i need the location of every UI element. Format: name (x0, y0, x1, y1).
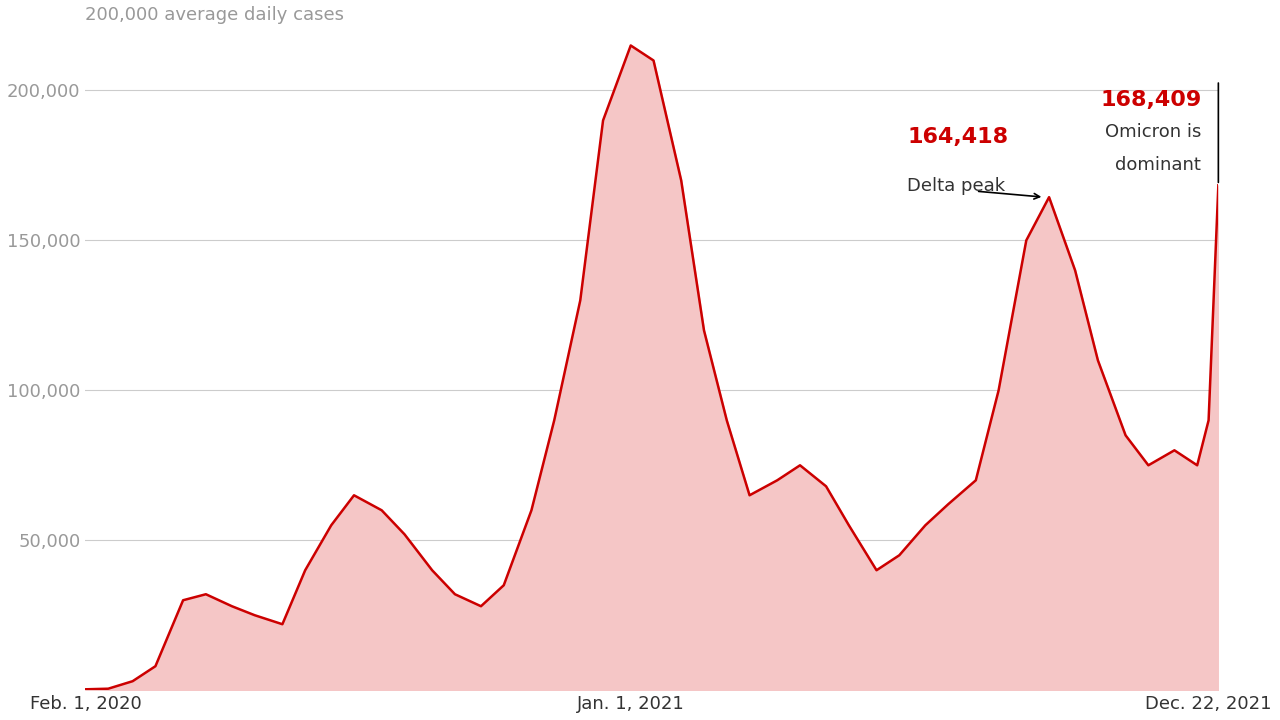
Text: Delta peak: Delta peak (908, 177, 1006, 195)
Text: 200,000 average daily cases: 200,000 average daily cases (86, 6, 344, 24)
Text: dominant: dominant (1115, 156, 1202, 174)
Text: Omicron is: Omicron is (1105, 123, 1202, 141)
Text: 168,409: 168,409 (1100, 90, 1202, 110)
Text: 164,418: 164,418 (908, 127, 1009, 147)
